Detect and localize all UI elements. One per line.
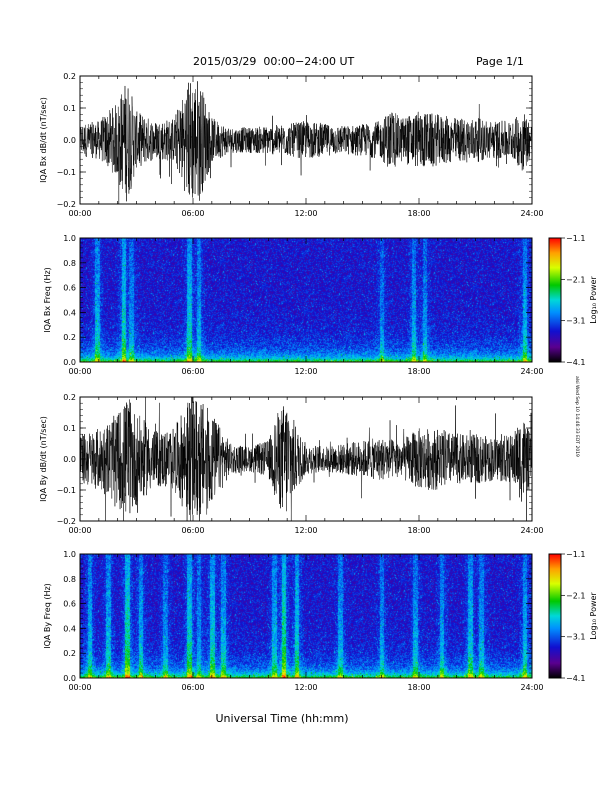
bx-dbdt-ylabel: IQA Bx dB/dt (nT/sec)	[39, 97, 48, 183]
bx-spectrogram-panel: 00:00 06:00 12:00 18:00 24:00 0.0 0.2 0.4 0.6 0.8…	[43, 234, 598, 376]
y-tick-label: 0.2	[63, 72, 76, 81]
bx-dbdt-trace	[79, 81, 533, 205]
colorbar-tick-label: −2.1	[566, 591, 585, 600]
colorbar-tick-label: −2.1	[566, 275, 585, 284]
y-tick-label: 0.0	[63, 136, 76, 145]
colorbar-tick-label: −3.1	[566, 317, 585, 326]
x-tick-label: 24:00	[520, 526, 543, 535]
bx-spectrogram-frame	[79, 237, 533, 363]
by-spectrogram-ylabel: IQA By Freq (Hz)	[43, 583, 52, 649]
by-colorbar	[548, 553, 562, 679]
y-tick-label: −0.1	[57, 168, 76, 177]
by-spectrogram-frame	[79, 553, 533, 679]
y-tick-label: −0.2	[57, 517, 76, 526]
x-tick-label: 18:00	[407, 209, 430, 218]
x-tick-label: 24:00	[520, 209, 543, 218]
x-tick-label: 00:00	[68, 683, 91, 692]
x-tick-label: 12:00	[294, 209, 317, 218]
page-indicator: Page 1/1	[476, 55, 524, 68]
colorbar-tick-label: −1.1	[566, 550, 585, 559]
x-tick-label: 00:00	[68, 526, 91, 535]
colorbar-tick-label: −4.1	[566, 358, 585, 367]
by-spectrogram-panel: 00:00 06:00 12:00 18:00 24:00 0.0 0.2 0.4 0.6 0.8…	[43, 550, 598, 692]
y-tick-label: 1.0	[63, 234, 76, 243]
by-dbdt-panel: 00:00 06:00 12:00 18:00 24:00 −0.2 −0.1 0.0 0.1 0…	[39, 393, 544, 535]
x-tick-label: 00:00	[68, 367, 91, 376]
x-tick-label: 06:00	[181, 209, 204, 218]
plot-title: 2015/03/29 00:00−24:00 UT	[193, 55, 355, 68]
bx-spectrogram-image	[80, 238, 532, 362]
x-tick-label: 12:00	[294, 526, 317, 535]
x-tick-label: 06:00	[181, 526, 204, 535]
y-tick-label: 0.1	[63, 104, 76, 113]
y-tick-label: −0.1	[57, 486, 76, 495]
y-tick-label: 0.2	[63, 649, 76, 658]
x-tick-label: 00:00	[68, 209, 91, 218]
x-tick-label: 24:00	[520, 683, 543, 692]
x-tick-label: 06:00	[181, 683, 204, 692]
x-tick-label: 12:00	[294, 367, 317, 376]
y-tick-label: 0.0	[63, 455, 76, 464]
y-tick-label: 0.0	[63, 358, 76, 367]
y-tick-label: 0.6	[63, 284, 76, 293]
colorbar-tick-label: −1.1	[566, 234, 585, 243]
by-dbdt-ylabel: IQA By dB/dt (nT/sec)	[39, 416, 48, 502]
by-dbdt-trace	[79, 396, 533, 522]
colorbar-tick-label: −4.1	[566, 674, 585, 683]
y-tick-label: −0.2	[57, 200, 76, 209]
y-tick-label: 1.0	[63, 550, 76, 559]
by-colorbar-label: Log₁₀ Power	[589, 592, 598, 640]
y-tick-label: 0.0	[63, 674, 76, 683]
by-spectrogram-image	[80, 554, 532, 678]
bx-colorbar-label: Log₁₀ Power	[589, 276, 598, 324]
y-tick-label: 0.2	[63, 393, 76, 402]
x-tick-label: 06:00	[181, 367, 204, 376]
x-tick-label: 12:00	[294, 683, 317, 692]
y-tick-label: 0.2	[63, 333, 76, 342]
bx-spectrogram-ylabel: IQA Bx Freq (Hz)	[43, 267, 52, 333]
y-tick-label: 0.4	[63, 624, 76, 633]
x-tick-label: 24:00	[520, 367, 543, 376]
y-tick-label: 0.8	[63, 259, 76, 268]
x-tick-label: 18:00	[407, 367, 430, 376]
y-tick-label: 0.8	[63, 575, 76, 584]
y-tick-label: 0.4	[63, 308, 76, 317]
y-tick-label: 0.6	[63, 600, 76, 609]
x-tick-label: 18:00	[407, 526, 430, 535]
x-axis-title: Universal Time (hh:mm)	[216, 712, 349, 725]
x-tick-label: 18:00	[407, 683, 430, 692]
y-tick-label: 0.1	[63, 424, 76, 433]
colorbar-tick-label: −3.1	[566, 633, 585, 642]
bx-colorbar	[548, 237, 562, 363]
bx-dbdt-panel: 00:00 06:00 12:00 18:00 24:00 −0.2 −0.1 0.0 0.1 0…	[39, 72, 544, 218]
